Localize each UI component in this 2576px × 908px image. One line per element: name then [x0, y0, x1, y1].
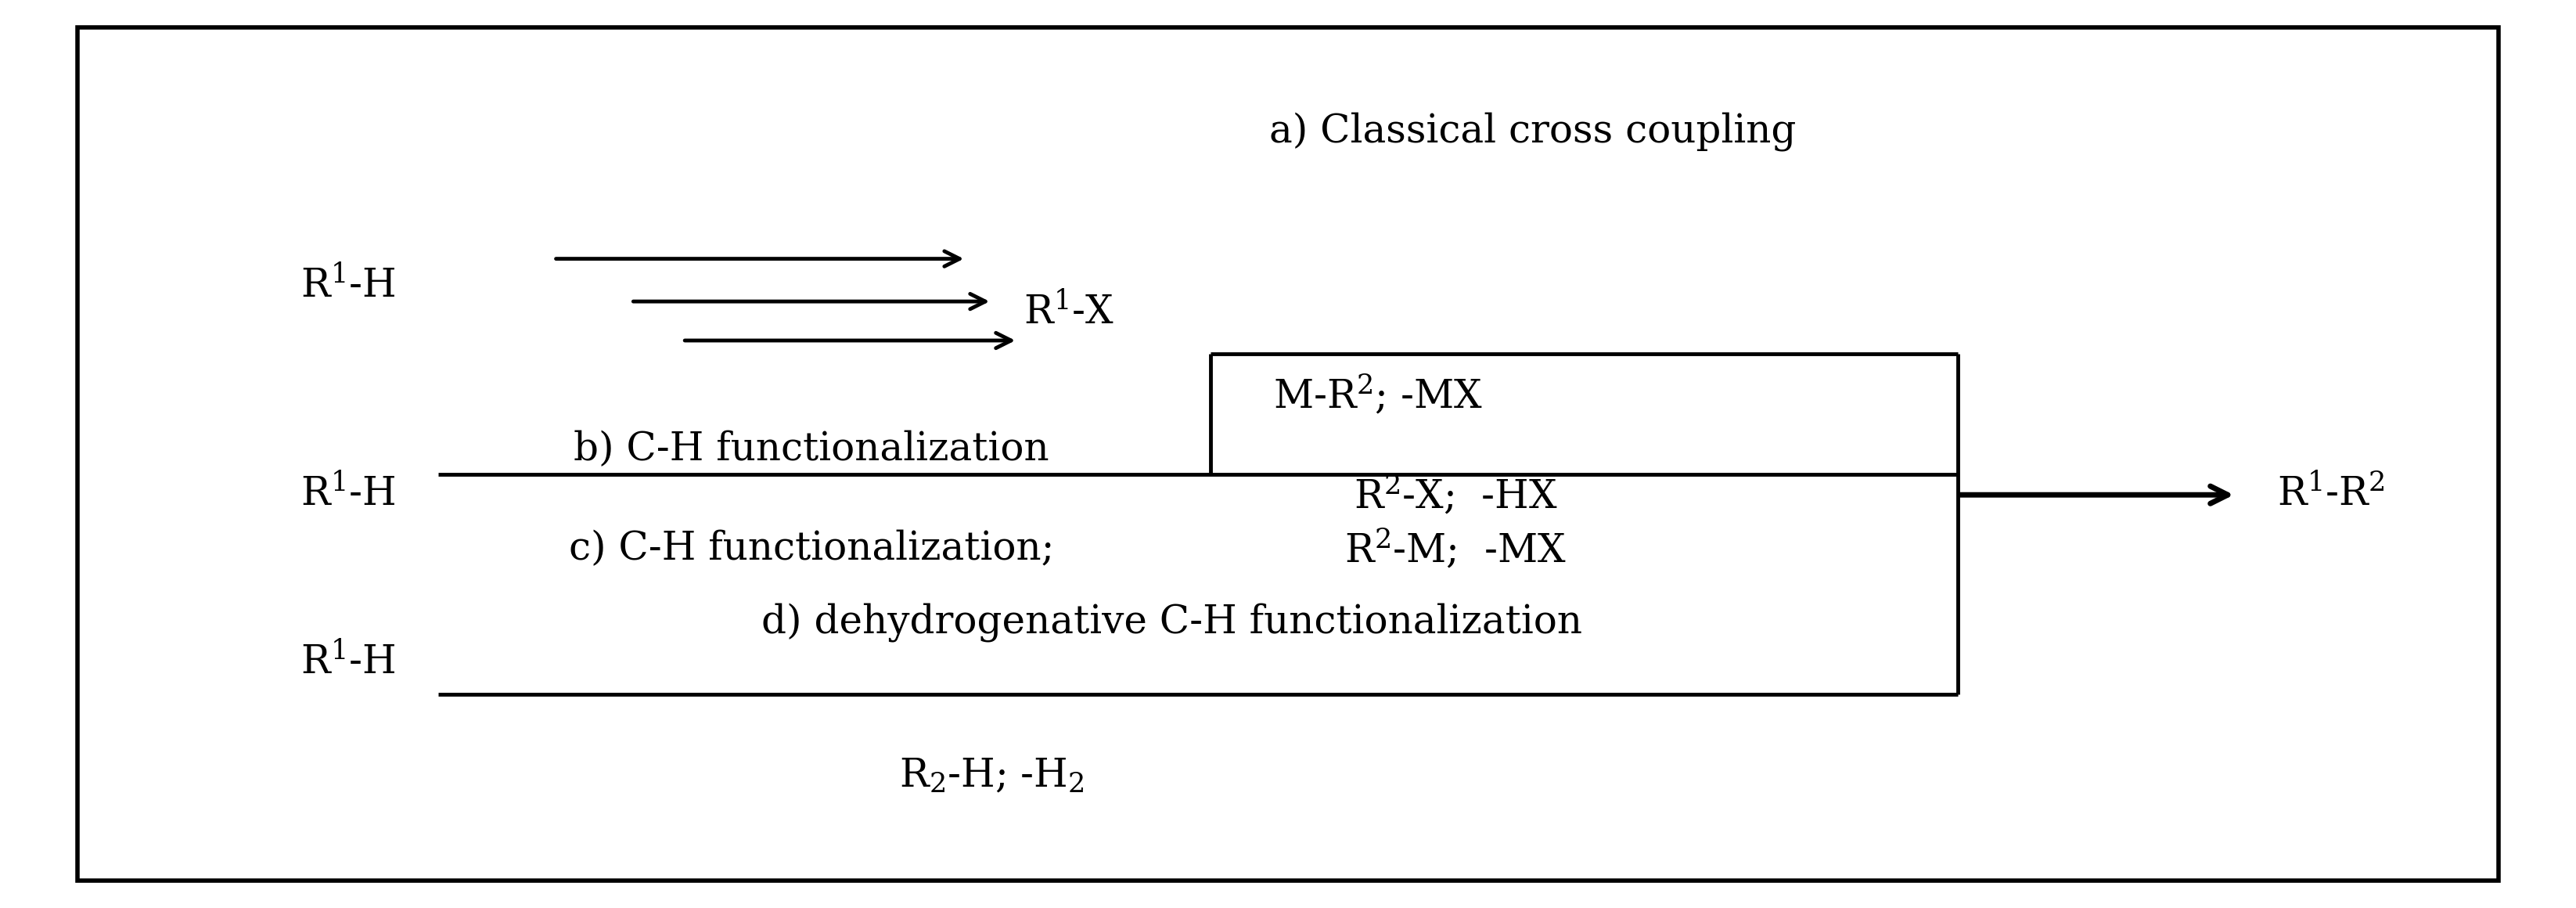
- Text: $\mathregular{R^2}$-M;  -MX: $\mathregular{R^2}$-M; -MX: [1345, 528, 1566, 571]
- Text: $\mathregular{R^1}$-H: $\mathregular{R^1}$-H: [301, 267, 394, 305]
- Text: d) dehydrogenative C-H functionalization: d) dehydrogenative C-H functionalization: [762, 602, 1582, 642]
- Text: $\mathregular{R^1}$-H: $\mathregular{R^1}$-H: [301, 644, 394, 682]
- Text: $\mathregular{R^2}$-X;  -HX: $\mathregular{R^2}$-X; -HX: [1352, 473, 1558, 517]
- Text: $\mathregular{R^1}$-X: $\mathregular{R^1}$-X: [1023, 294, 1115, 332]
- Text: $\mathregular{R_2}$-H; -H$\mathregular{_2}$: $\mathregular{R_2}$-H; -H$\mathregular{_…: [899, 757, 1084, 795]
- Text: a) Classical cross coupling: a) Classical cross coupling: [1270, 112, 1795, 152]
- Text: c) C-H functionalization;: c) C-H functionalization;: [569, 530, 1054, 568]
- Text: $\mathregular{R^1}$-H: $\mathregular{R^1}$-H: [301, 476, 394, 514]
- Text: $\mathregular{R^1}$-$\mathregular{R^2}$: $\mathregular{R^1}$-$\mathregular{R^2}$: [2277, 476, 2385, 514]
- Text: M-$\mathregular{R^2}$; -MX: M-$\mathregular{R^2}$; -MX: [1273, 373, 1484, 417]
- Text: b) C-H functionalization: b) C-H functionalization: [574, 430, 1048, 469]
